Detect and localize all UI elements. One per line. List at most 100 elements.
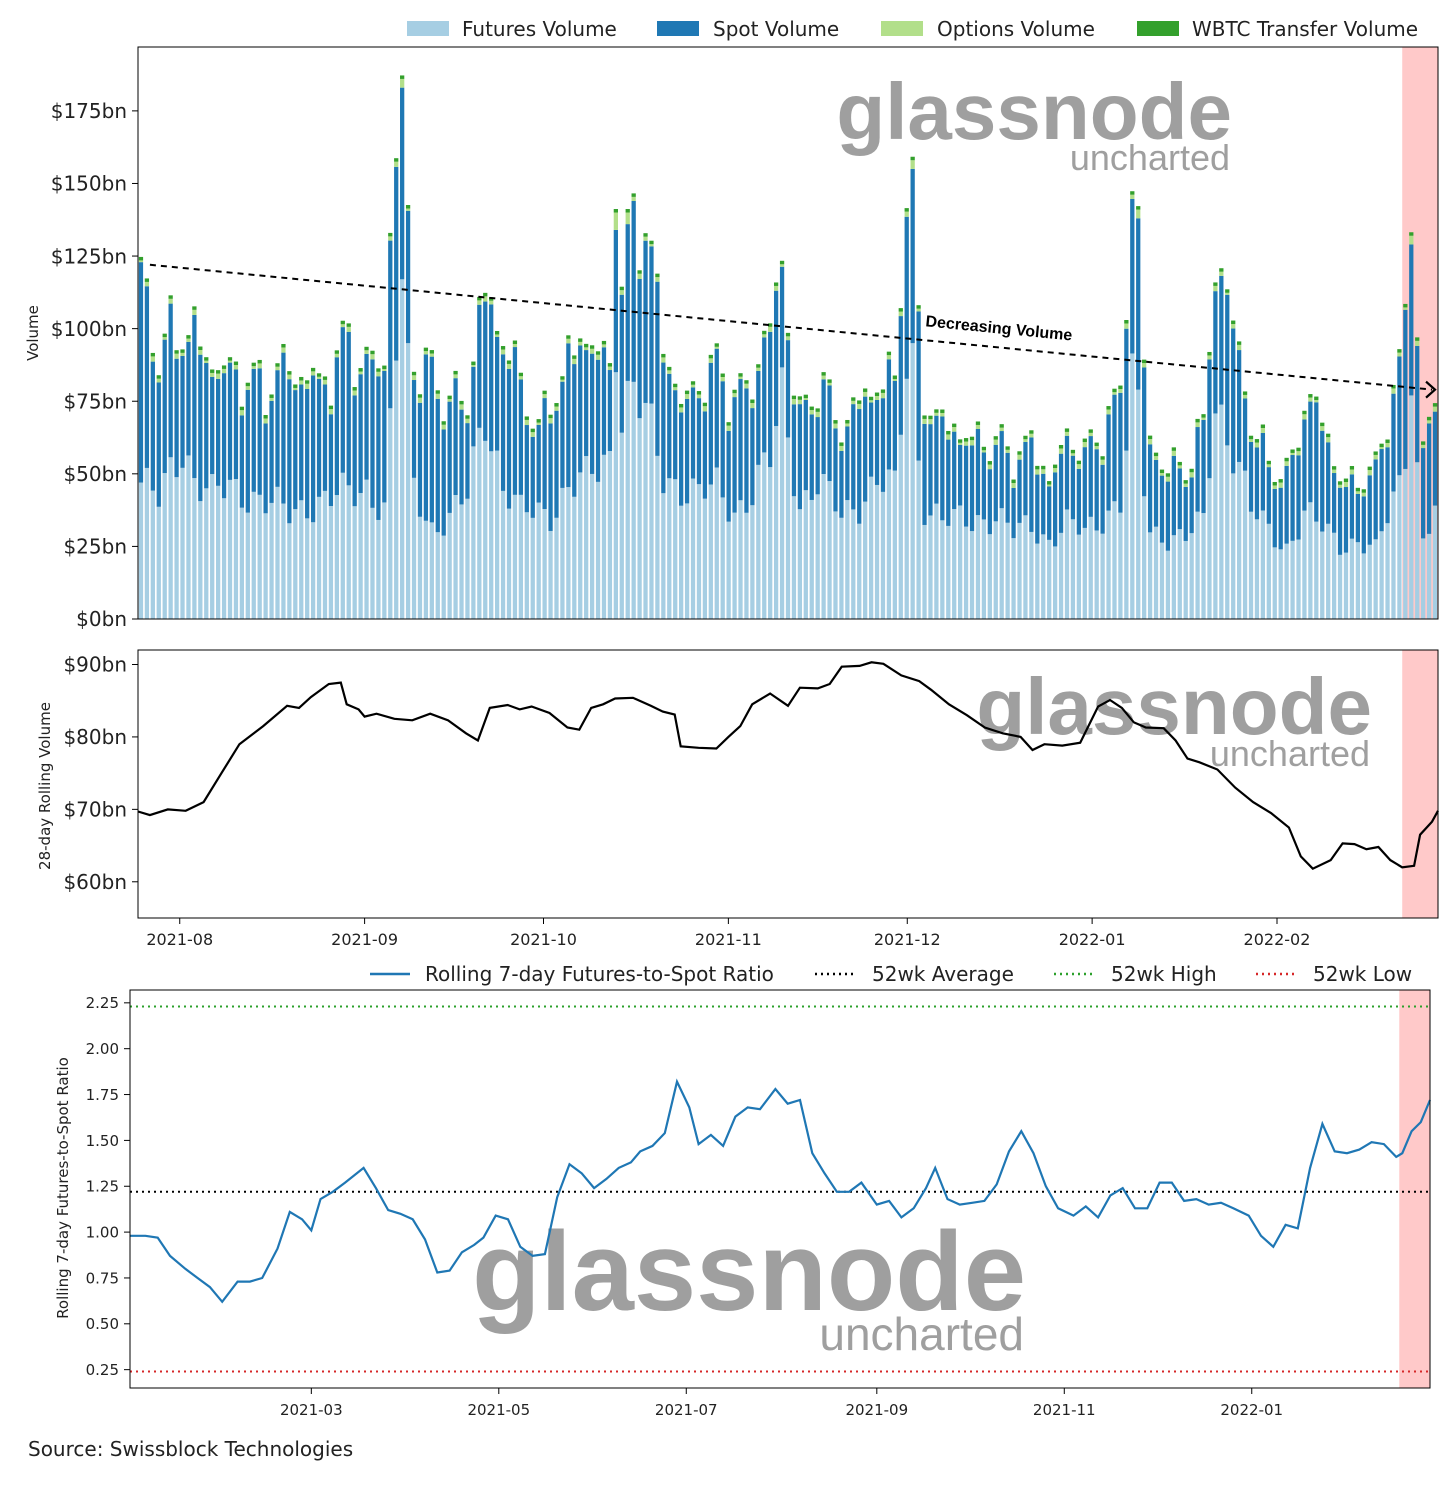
wbtc-bar <box>257 359 262 364</box>
futures-bar <box>607 451 613 619</box>
wbtc-bar <box>1367 466 1372 471</box>
wbtc-bar <box>1201 414 1206 418</box>
wbtc-bar <box>738 373 743 377</box>
wbtc-bar <box>1409 232 1414 236</box>
futures-bar <box>578 472 583 619</box>
spot-bar <box>702 411 708 499</box>
spot-bar <box>174 358 179 478</box>
ratio-legend: Rolling 7-day Futures-to-Spot Ratio 52wk… <box>370 962 1412 986</box>
wbtc-bar <box>1248 435 1254 440</box>
options-bar <box>1147 439 1153 445</box>
options-bar <box>340 324 345 328</box>
futures-bar <box>305 518 310 619</box>
volume-y-tick-label: $75bn <box>63 389 127 413</box>
ratio-x-tick-label: 2022-01 <box>1220 1401 1283 1419</box>
options-bar <box>489 300 494 305</box>
volume-y-ticks: $0bn $25bn $50bn $75bn $100bn $125bn $150bn $17… <box>51 99 138 631</box>
wbtc-bar <box>999 424 1004 428</box>
wbtc-bar <box>1058 444 1064 449</box>
spot-bar <box>1207 359 1212 479</box>
futures-bar <box>405 343 411 619</box>
options-bar <box>963 441 969 446</box>
legend-label-ratio: Rolling 7-day Futures-to-Spot Ratio <box>425 962 774 986</box>
options-bar <box>1266 464 1271 468</box>
spot-bar <box>1426 423 1432 534</box>
spot-bar <box>673 390 678 480</box>
rolling-x-tick-label: 2021-08 <box>146 930 213 949</box>
wbtc-bar <box>809 406 814 411</box>
futures-bar <box>506 508 512 619</box>
ratio-x-tick-label: 2021-05 <box>467 1401 530 1419</box>
wbtc-bar <box>952 423 957 428</box>
spot-bar <box>352 395 357 507</box>
futures-bar <box>542 509 547 619</box>
options-bar <box>1064 431 1070 436</box>
options-bar <box>631 196 636 201</box>
options-bar <box>275 366 280 371</box>
options-bar <box>1076 464 1081 469</box>
spot-bar <box>204 363 209 489</box>
options-bar <box>263 418 268 424</box>
wbtc-bar <box>138 256 144 261</box>
decreasing-volume-trend-line <box>149 263 1433 391</box>
futures-bar <box>637 418 642 619</box>
spot-bar <box>376 376 381 520</box>
wbtc-bar <box>524 416 529 420</box>
wbtc-bar <box>1088 429 1093 433</box>
wbtc-bar <box>1064 428 1070 432</box>
spot-bar <box>868 402 874 477</box>
ratio-reference-lines <box>130 1005 1430 1373</box>
wbtc-bar <box>1284 457 1289 462</box>
options-bar <box>1343 482 1349 488</box>
futures-bar <box>144 467 150 619</box>
options-bar <box>198 349 203 355</box>
futures-bar <box>1041 534 1046 619</box>
wbtc-bar <box>1302 410 1307 415</box>
spot-bar <box>655 281 660 456</box>
options-bar <box>880 392 886 399</box>
futures-bar <box>441 535 446 619</box>
futures-bar <box>1005 522 1010 619</box>
options-bar <box>999 427 1004 432</box>
options-bar <box>904 211 909 217</box>
spot-bar <box>999 431 1004 509</box>
wbtc-bar <box>453 370 458 375</box>
futures-bar <box>495 450 500 619</box>
options-bar <box>1397 352 1402 357</box>
futures-bar <box>394 360 399 619</box>
options-bar <box>601 344 607 348</box>
wbtc-bar <box>263 415 268 419</box>
legend-swatch-options <box>881 21 923 36</box>
options-bar <box>1082 442 1087 448</box>
futures-bar <box>1189 533 1194 619</box>
futures-bar <box>839 517 844 619</box>
options-bar <box>696 394 702 399</box>
spot-bar <box>708 362 713 485</box>
wbtc-bar <box>1005 446 1010 450</box>
options-bar <box>649 244 654 247</box>
futures-bar <box>328 506 334 619</box>
options-bar <box>702 406 708 412</box>
futures-bar <box>174 477 179 619</box>
spot-bar <box>138 262 144 483</box>
futures-bar <box>779 367 785 619</box>
options-bar <box>1421 444 1426 449</box>
wbtc-bar <box>287 371 292 375</box>
futures-bar <box>1248 511 1254 619</box>
ratio-x-tick-label: 2021-11 <box>1033 1401 1096 1419</box>
spot-bar <box>441 429 446 536</box>
spot-bar <box>245 389 250 513</box>
futures-bar <box>833 511 838 619</box>
options-bar <box>536 422 541 425</box>
futures-bar <box>649 403 654 619</box>
spot-bar <box>269 400 274 503</box>
wbtc-bar <box>364 346 369 351</box>
spot-bar <box>1403 309 1408 469</box>
wbtc-bar <box>987 461 992 465</box>
spot-bar <box>322 384 328 491</box>
futures-bar <box>1237 461 1242 619</box>
futures-bar <box>946 525 951 619</box>
wbtc-bar <box>1142 359 1147 364</box>
ratio-axes-frame <box>129 989 1431 1389</box>
options-bar <box>916 308 921 312</box>
